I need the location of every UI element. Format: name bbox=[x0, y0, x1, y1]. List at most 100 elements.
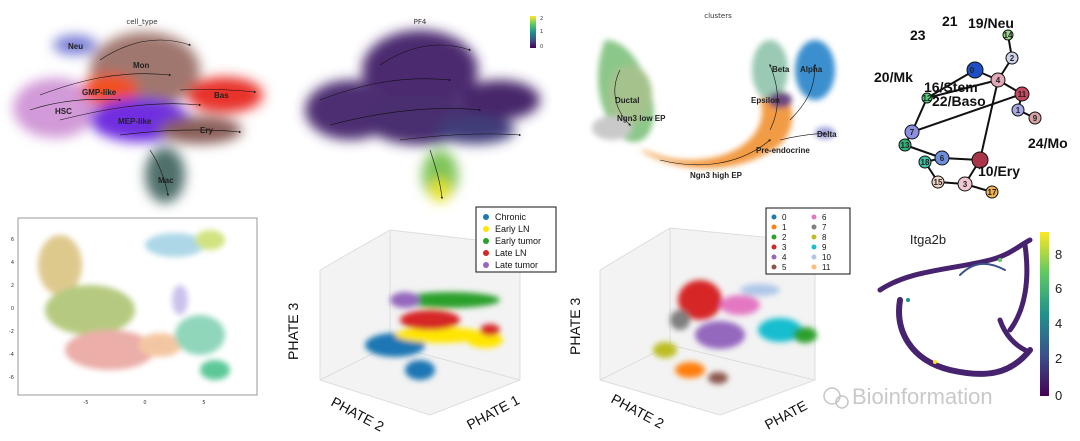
itga2b-colorbar-tick: 6 bbox=[1055, 281, 1062, 296]
legend-item: 7 bbox=[822, 223, 827, 232]
cell-type-streamlines bbox=[29, 39, 257, 197]
legend-item: 4 bbox=[782, 253, 787, 262]
node-label-0: 0 bbox=[970, 66, 975, 75]
legend-item: 10 bbox=[822, 253, 831, 262]
graph-label-16-stem: 16/Stem bbox=[924, 79, 978, 95]
pf4-colorbar bbox=[530, 16, 536, 48]
label-gmp: GMP-like bbox=[82, 88, 117, 97]
node-label-18: 18 bbox=[921, 158, 930, 167]
node-label-14: 14 bbox=[1004, 31, 1013, 40]
legend-swatch bbox=[811, 264, 817, 270]
y-tick: 0 bbox=[11, 306, 14, 312]
legend-swatch bbox=[811, 254, 817, 260]
graph-label-20-mk: 20/Mk bbox=[874, 69, 913, 85]
legend-swatch bbox=[771, 224, 777, 230]
graph-nodes bbox=[898, 29, 1042, 199]
legend-item: Chronic bbox=[495, 212, 527, 222]
panel-title: cell_type bbox=[126, 18, 157, 26]
panel-title: clusters bbox=[704, 12, 732, 20]
itga2b-colorbar-tick: 0 bbox=[1055, 388, 1062, 403]
node-label-3: 3 bbox=[963, 180, 968, 189]
itga2b-colorbar-tick: 8 bbox=[1055, 247, 1062, 262]
panel-clusters: clusters Ductal Ngn3 low EP Ngn3 high EP… bbox=[592, 12, 837, 180]
legend-swatch bbox=[771, 264, 777, 270]
pf4-colorbar-tick: 0 bbox=[540, 44, 543, 50]
itga2b-colorbar-tick: 4 bbox=[1055, 316, 1062, 331]
panel-pf4: PF4 2 1 0 bbox=[305, 16, 543, 202]
legend-item: 2 bbox=[782, 233, 787, 242]
node-label-6: 6 bbox=[940, 154, 945, 163]
node-label-11: 11 bbox=[1018, 90, 1027, 99]
graph-label-24-mo: 24/Mo bbox=[1028, 135, 1068, 151]
label-pre-endocrine: Pre-endocrine bbox=[756, 146, 810, 155]
graph-label-22-baso: 22/Baso bbox=[932, 93, 986, 109]
label-hsc: HSC bbox=[55, 107, 72, 116]
chat-bubble-icon bbox=[823, 387, 841, 405]
legend-item: 3 bbox=[782, 243, 787, 252]
legend-swatch bbox=[811, 244, 817, 250]
legend-swatch bbox=[771, 244, 777, 250]
panel-title: PF4 bbox=[414, 18, 427, 26]
axis-label-y: PHATE 2 bbox=[329, 394, 387, 435]
panel-velocity-grid: -5 0 5 6 4 2 0 -2 -4 -6 bbox=[9, 217, 258, 406]
legend-swatch bbox=[811, 234, 817, 240]
panel-phate-condition: Chronic Early LN Early tumor Late LN Lat… bbox=[285, 206, 557, 435]
itga2b-colorbar bbox=[1040, 232, 1049, 396]
phate-b-legend bbox=[765, 207, 851, 275]
legend-item: Late tumor bbox=[495, 260, 538, 270]
panel-graph: 0 2 4 11 1 9 14 12 7 13 6 18 3 15 17 21 … bbox=[874, 13, 1068, 199]
phate-a-points bbox=[365, 292, 503, 380]
label-epsilon: Epsilon bbox=[751, 96, 780, 105]
y-tick: -6 bbox=[9, 375, 14, 381]
node-label-17: 17 bbox=[988, 188, 997, 197]
y-tick: 2 bbox=[11, 283, 14, 289]
label-ery: Ery bbox=[200, 126, 213, 135]
pf4-streamlines bbox=[319, 44, 522, 200]
label-ductal: Ductal bbox=[615, 96, 639, 105]
x-tick: -5 bbox=[84, 400, 89, 406]
label-neu: Neu bbox=[68, 42, 83, 51]
legend-item: Early tumor bbox=[495, 236, 541, 246]
y-tick: -2 bbox=[9, 329, 14, 335]
legend-item: 8 bbox=[822, 233, 827, 242]
legend-item: 9 bbox=[822, 243, 827, 252]
watermark-text: Bioinformation bbox=[852, 384, 993, 409]
phate-a-legend: Chronic Early LN Early tumor Late LN Lat… bbox=[475, 206, 557, 273]
node-label-15: 15 bbox=[934, 178, 943, 187]
node-label-2: 2 bbox=[1010, 54, 1015, 63]
node-label-1: 1 bbox=[1016, 106, 1021, 115]
label-alpha: Alpha bbox=[800, 65, 823, 74]
legend-swatch bbox=[811, 214, 817, 220]
pf4-colorbar-tick: 2 bbox=[540, 16, 543, 22]
node-label-9: 9 bbox=[1033, 114, 1038, 123]
axis-label-x: PHATE bbox=[762, 397, 810, 433]
label-mep: MEP-like bbox=[118, 117, 152, 126]
node-label-12: 12 bbox=[923, 94, 932, 103]
axis-label-z: PHATE 3 bbox=[285, 302, 301, 360]
legend-item: Early LN bbox=[495, 224, 530, 234]
node-label-13: 13 bbox=[901, 141, 910, 150]
graph-labels: 21 19/Neu 23 20/Mk 16/Stem 22/Baso 24/Mo… bbox=[874, 13, 1068, 179]
graph-label-19-neu: 19/Neu bbox=[968, 15, 1014, 31]
label-ngn3-low: Ngn3 low EP bbox=[617, 114, 666, 123]
pf4-embedding bbox=[305, 30, 540, 202]
watermark: Bioinformation bbox=[823, 384, 993, 409]
legend-item: 11 bbox=[822, 263, 831, 272]
y-tick: 4 bbox=[11, 260, 14, 266]
itga2b-embedding bbox=[877, 237, 1033, 377]
legend-swatch bbox=[771, 234, 777, 240]
itga2b-colorbar-tick: 2 bbox=[1055, 351, 1062, 366]
panel-itga2b: Itga2b 8 6 4 2 0 bbox=[877, 232, 1062, 403]
phate-b-points bbox=[653, 280, 817, 384]
graph-label-23: 23 bbox=[910, 27, 926, 43]
pf4-colorbar-tick: 1 bbox=[540, 29, 543, 35]
clusters-streamlines bbox=[614, 63, 827, 166]
legend-swatch bbox=[771, 254, 777, 260]
graph-label-21: 21 bbox=[942, 13, 958, 29]
legend-item: 5 bbox=[782, 263, 787, 272]
label-mon: Mon bbox=[133, 61, 150, 70]
label-mac: Mac bbox=[158, 176, 174, 185]
label-ngn3-high: Ngn3 high EP bbox=[690, 171, 743, 180]
